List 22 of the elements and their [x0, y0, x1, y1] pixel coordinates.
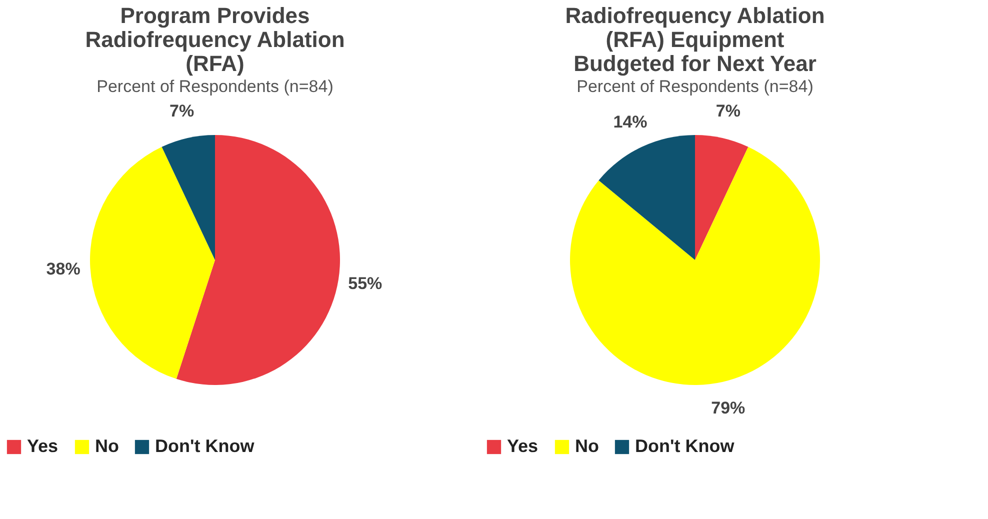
pie-slice [162, 135, 215, 260]
legend-label: Yes [27, 436, 58, 456]
legend-label: Yes [507, 436, 538, 456]
data-label: 55% [348, 274, 382, 293]
legend-label: No [575, 436, 599, 456]
data-label: 7% [716, 102, 740, 121]
data-label: 38% [46, 260, 80, 279]
chart-subtitle: Percent of Respondents (n=84) [96, 77, 334, 96]
pie-slice [598, 135, 695, 260]
data-label: 79% [711, 398, 746, 418]
legend-label: No [95, 436, 119, 456]
pie-slice [176, 135, 340, 385]
chart-title: Program Provides Radiofrequency Ablation (RFA) [85, 3, 345, 76]
legend-label: Don't Know [155, 436, 256, 456]
data-label: 7% [170, 102, 194, 121]
chart-subtitle: Percent of Respondents (n=84) [576, 77, 814, 96]
pie-slice [695, 135, 748, 260]
pie-slice [570, 146, 820, 385]
pie-slice [90, 146, 215, 379]
legend-label: Don't Know [635, 436, 736, 456]
data-label: 14% [613, 112, 648, 132]
chart-title: Radiofrequency Ablation (RFA) Equipment Budgeted for Next Year [565, 3, 825, 76]
